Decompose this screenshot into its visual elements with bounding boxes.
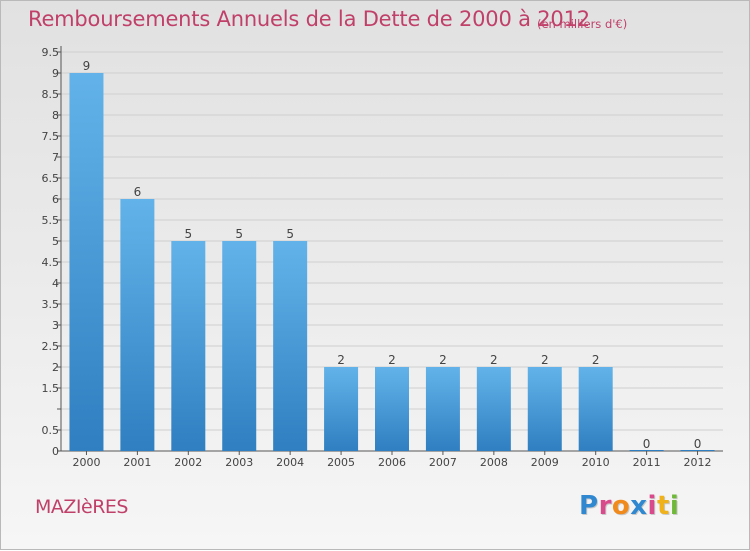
logo-letter: P [579,491,599,521]
place-name: MAZIèRES [35,496,128,518]
x-tick-label: 2002 [174,456,202,469]
y-tick-label: 6 [52,193,59,206]
bar [171,241,206,451]
bar [476,367,511,451]
y-tick-label: 4.5 [42,256,60,269]
data-label: 5 [235,227,243,241]
data-label: 2 [337,353,345,367]
y-tick-label: 9.5 [42,46,60,59]
data-label: 2 [541,353,549,367]
bar [425,367,460,451]
y-tick-label: 1.5 [42,382,60,395]
y-tick-label: 7 [52,151,59,164]
y-tick-label: 0 [52,445,59,458]
bar [527,367,562,451]
data-label: 5 [184,227,192,241]
x-tick-label: 2008 [480,456,508,469]
bar [69,73,104,451]
x-tick-label: 2000 [72,456,100,469]
y-tick-label: 2.5 [42,340,60,353]
data-label: 2 [592,353,600,367]
y-tick-label: 3.5 [42,298,60,311]
chart-subtitle: (en milliers d'€) [537,17,628,31]
proxiti-logo: Proxiti [579,491,679,521]
data-label: 0 [643,437,651,451]
x-tick-label: 2004 [276,456,304,469]
data-label: 2 [388,353,396,367]
x-tick-label: 2003 [225,456,253,469]
bar [273,241,308,451]
logo-letter: o [611,491,631,521]
y-tick-label: 7.5 [42,130,60,143]
x-tick-label: 2006 [378,456,406,469]
x-tick-label: 2012 [684,456,712,469]
chart-title: Remboursements Annuels de la Dette de 20… [28,7,590,31]
data-label: 5 [286,227,294,241]
y-tick-label: 8 [52,109,59,122]
x-tick-label: 2001 [123,456,151,469]
y-tick-label: 2 [52,361,59,374]
x-tick-label: 2005 [327,456,355,469]
logo-letter: i [647,491,657,521]
logo-letter: x [630,491,648,521]
y-tick-label: 8.5 [42,88,60,101]
y-tick-label: 4 [52,277,59,290]
x-tick-label: 2010 [582,456,610,469]
logo-letter: i [669,491,680,521]
bar [629,450,664,451]
bar [578,367,613,451]
y-tick-label: 0.5 [42,424,60,437]
y-tick-label: 9 [52,67,59,80]
bar [375,367,409,451]
labels: 0 0.5 1.5 2 2.5 3 3.5 4 4.5 5 5.5 6 6.5 7 7.5 8 8.5 9 9.5 9… [42,46,712,469]
data-label: 0 [694,437,702,451]
data-label: 9 [83,59,91,73]
y-tick-label: 6.5 [42,172,60,185]
bar [680,450,715,451]
x-tick-label: 2011 [633,456,661,469]
x-tick-label: 2007 [429,456,457,469]
y-tick-label: 5 [52,235,59,248]
data-label: 2 [439,353,447,367]
y-tick-label: 3 [52,319,59,332]
x-tick-label: 2009 [531,456,559,469]
data-label: 6 [134,185,142,199]
logo-letter: r [598,491,612,521]
bar [120,199,155,451]
y-tick-label: 5.5 [42,214,60,227]
logo-letter: t [656,491,670,521]
bars [69,73,715,451]
bar [324,367,359,451]
bar [222,241,257,451]
data-label: 2 [490,353,498,367]
